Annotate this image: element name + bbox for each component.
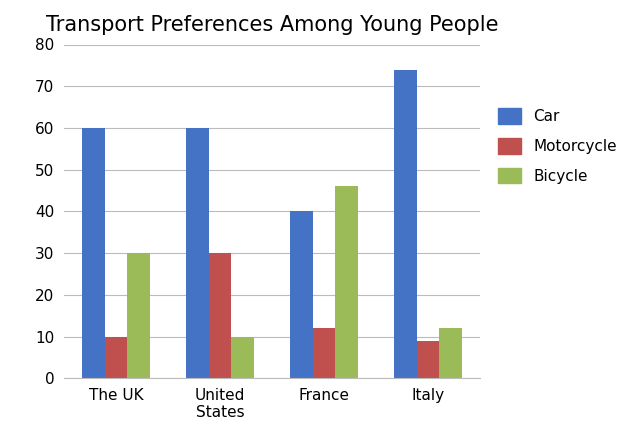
Legend: Car, Motorcycle, Bicycle: Car, Motorcycle, Bicycle: [492, 102, 623, 190]
Bar: [440, 328, 462, 378]
Bar: [209, 253, 232, 378]
Bar: [312, 328, 335, 378]
Bar: [232, 336, 254, 378]
Bar: [127, 253, 150, 378]
Bar: [290, 211, 312, 378]
Bar: [186, 128, 209, 378]
Bar: [104, 336, 127, 378]
Bar: [335, 186, 358, 378]
Bar: [417, 341, 440, 378]
Title: Transport Preferences Among Young People: Transport Preferences Among Young People: [45, 15, 499, 35]
Bar: [394, 69, 417, 378]
Bar: [82, 128, 104, 378]
